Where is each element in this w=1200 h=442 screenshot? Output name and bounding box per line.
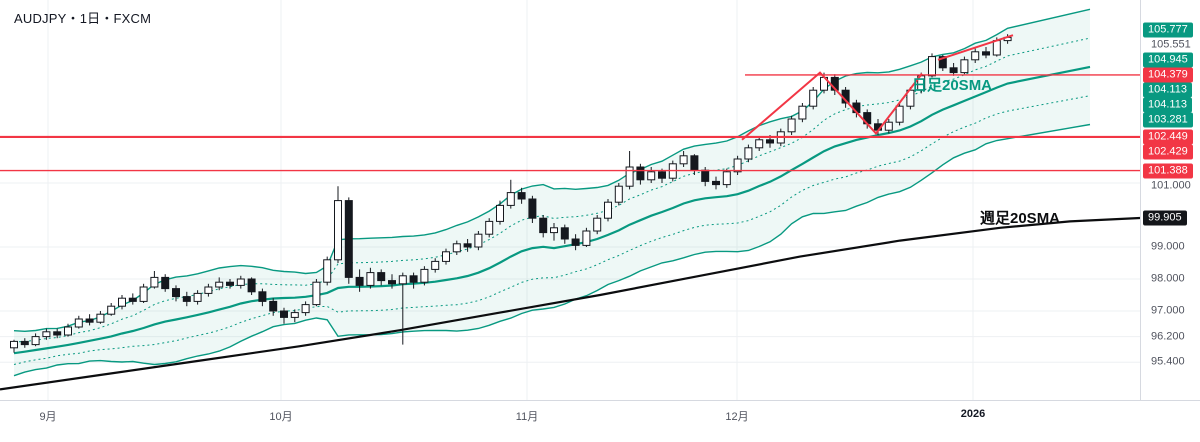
price-label-104.113: 104.113 [1143, 97, 1192, 113]
time-label-10月: 10月 [269, 411, 293, 423]
price-label-102.429: 102.429 [1143, 144, 1193, 160]
daily-sma-annotation[interactable]: 日足20SMA [912, 77, 993, 94]
price-axis[interactable]: 105.777 105.551 104.945 104.379 104.113 104.1… [1140, 0, 1200, 400]
candlesticks [10, 34, 1012, 353]
time-label-11月: 11月 [515, 411, 539, 423]
price-label-99.000: 99.000 [1151, 240, 1185, 253]
price-label-104.945: 104.945 [1143, 52, 1193, 68]
time-label-2026: 2026 [960, 408, 986, 420]
weekly-sma-line [0, 216, 1140, 391]
trend-lines[interactable] [741, 34, 1014, 141]
price-label-105.551: 105.551 [1151, 38, 1191, 51]
price-label-101.388: 101.388 [1143, 163, 1193, 179]
price-label-99.905: 99.905 [1143, 210, 1187, 226]
price-label-96.200: 96.200 [1151, 330, 1185, 343]
price-label-97.000: 97.000 [1151, 304, 1185, 317]
time-label-12月: 12月 [725, 411, 749, 423]
price-label-105.777: 105.777 [1143, 22, 1193, 38]
weekly-sma-annotation[interactable]: 週足20SMA [980, 210, 1061, 227]
price-label-101.000: 101.000 [1151, 179, 1191, 192]
price-label-98.000: 98.000 [1151, 272, 1185, 285]
time-label-9月: 9月 [39, 411, 57, 423]
price-label-104.113: 104.113 [1143, 82, 1192, 98]
time-axis[interactable]: 9月 10月 11月 12月 2026 [0, 400, 1200, 442]
symbol-title[interactable]: AUDJPY・1日・FXCM [14, 11, 152, 26]
horizontal-price-lines[interactable] [0, 74, 1140, 172]
price-label-104.379: 104.379 [1143, 67, 1193, 83]
price-chart-canvas[interactable] [0, 0, 1140, 400]
price-label-102.449: 102.449 [1143, 129, 1193, 145]
price-label-103.281: 103.281 [1143, 112, 1193, 128]
price-label-95.400: 95.400 [1151, 355, 1185, 368]
